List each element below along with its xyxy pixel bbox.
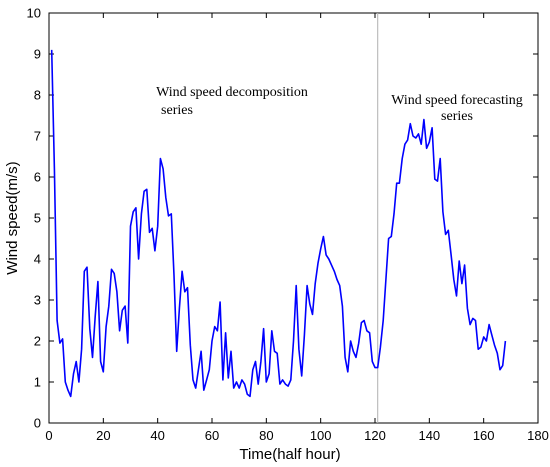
annotation-decomposition-line2: series xyxy=(161,103,193,118)
x-tick-label: 140 xyxy=(418,428,440,443)
x-tick-label: 120 xyxy=(364,428,386,443)
axis-ticks xyxy=(48,12,539,424)
y-tick-label: 8 xyxy=(34,88,41,103)
plot-frame xyxy=(48,12,539,424)
y-tick-label: 9 xyxy=(34,47,41,62)
y-tick-label: 7 xyxy=(34,129,41,144)
x-tick-label: 20 xyxy=(96,428,110,443)
x-tick-label: 80 xyxy=(259,428,273,443)
annotation-forecasting-line2: series xyxy=(441,109,473,124)
x-axis-label: Time(half hour) xyxy=(239,446,340,463)
y-tick-label: 1 xyxy=(34,375,41,390)
y-tick-label: 5 xyxy=(34,211,41,226)
x-tick-label: 180 xyxy=(527,428,549,443)
x-tick-label: 0 xyxy=(45,428,52,443)
x-tick-label: 100 xyxy=(310,428,332,443)
x-tick-label: 40 xyxy=(150,428,164,443)
x-tick-label: 60 xyxy=(205,428,219,443)
y-tick-label: 4 xyxy=(34,252,41,267)
axis-tick-labels: 0 20 40 60 80 100 120 140 160 180 0 1 2 3 4 5 6 7 8 9 10 xyxy=(27,6,549,444)
wind-speed-series-line xyxy=(50,49,507,398)
y-tick-label: 0 xyxy=(34,416,41,431)
annotation-decomposition-line1: Wind speed decomposition xyxy=(156,85,308,100)
y-tick-label: 10 xyxy=(27,6,41,21)
annotation-forecasting-line1: Wind speed forecasting xyxy=(391,93,523,108)
y-tick-label: 3 xyxy=(34,293,41,308)
y-tick-label: 6 xyxy=(34,170,41,185)
y-axis-label: Wind speed(m/s) xyxy=(4,161,21,274)
y-tick-label: 2 xyxy=(34,334,41,349)
x-tick-label: 160 xyxy=(473,428,495,443)
